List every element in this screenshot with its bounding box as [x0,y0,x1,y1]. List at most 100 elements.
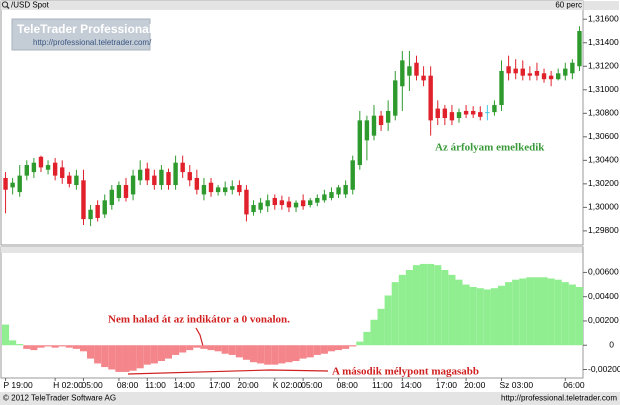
bar [427,263,435,346]
price-annotation: Az árfolyam emelkedik [435,142,545,154]
candle-body [145,168,150,181]
bar [327,345,336,352]
bar [101,345,109,368]
bar [37,345,45,348]
bar [157,345,165,362]
bar [44,345,52,347]
x-tick-label: 06:00 [563,380,585,390]
bar [257,345,265,364]
bar [94,345,102,364]
bar [505,282,513,346]
bar [65,345,73,348]
bar [497,285,506,346]
logo-title: TeleTrader Professional [17,22,152,36]
candle-body [534,70,540,76]
candle-body [222,187,228,193]
candle-body [492,105,497,113]
candle-body [180,162,185,173]
candle-body [357,120,363,166]
bar [16,344,24,346]
bar [271,345,279,365]
candle-body [428,75,433,121]
bar [342,345,350,349]
candle-body [201,185,207,195]
candle-body [31,162,37,173]
bar [150,345,158,364]
bar [179,345,187,353]
candle-body [3,177,8,190]
bar [235,345,243,358]
bar [299,345,307,359]
candle-body [435,108,440,119]
bar [483,289,491,346]
y-tick-label: 1,31000 [588,84,619,94]
bar [568,284,576,346]
y-tick-label: 1,30600 [588,131,619,141]
candle-body [463,110,469,115]
candle-body [187,172,192,181]
candle-body [541,73,547,80]
candle-body [52,162,58,176]
candle-body [251,205,256,213]
candle-body [102,200,107,215]
bar [306,345,314,358]
candle-body [173,162,178,186]
candle-body [577,30,582,67]
x-tick-label: 17:00 [436,380,458,390]
bar [455,279,463,346]
bar [115,345,123,372]
bar [136,345,144,369]
candle-body [152,175,157,186]
bar [214,345,222,352]
bar [469,286,477,346]
bar [540,277,548,346]
bar [462,284,470,346]
candle-body [456,112,462,119]
bar [200,345,208,349]
candle-body [159,169,164,186]
candle-body [442,108,448,119]
candle-body [130,175,136,195]
bar [264,345,272,365]
x-tick-label: 14:00 [400,380,422,390]
candle-body [81,180,86,220]
bar [370,319,378,346]
candle-body [350,160,355,190]
y-tick-label: 1,31600 [588,13,619,23]
bar [207,345,215,351]
bar [554,279,562,346]
x-tick-label: 14:00 [174,380,196,390]
candle-body [38,156,44,168]
candle-body [343,185,348,195]
x-tick-label: 20:00 [237,380,259,390]
bar [561,282,569,346]
candle-body [393,80,398,116]
candle-body [258,202,263,210]
interval-header [584,1,619,10]
candle-body [400,60,405,87]
y-tick-label: 1,30800 [588,108,619,118]
candle-body [286,201,292,208]
candle-body [548,75,554,80]
zoom-icon[interactable] [1,1,9,8]
bar [122,345,130,372]
candle-body [527,73,533,76]
bar [249,345,258,363]
bar [363,331,371,346]
candle-body [244,189,249,215]
bar [221,345,229,354]
candle-body [17,175,22,193]
candle-body [293,202,299,208]
x-tick-label: 11:00 [372,380,393,390]
candle-body [414,62,419,76]
candle-body [563,68,568,76]
candle-body [520,68,525,76]
bar [476,288,484,346]
logo-url: http://professional.teletrader.com/ [33,38,152,47]
y-tick-label: 0,00400 [588,291,619,301]
candle-body [421,75,426,81]
candle-body [10,182,15,188]
bar [72,345,80,349]
x-tick-label: 05:00 [81,380,103,390]
